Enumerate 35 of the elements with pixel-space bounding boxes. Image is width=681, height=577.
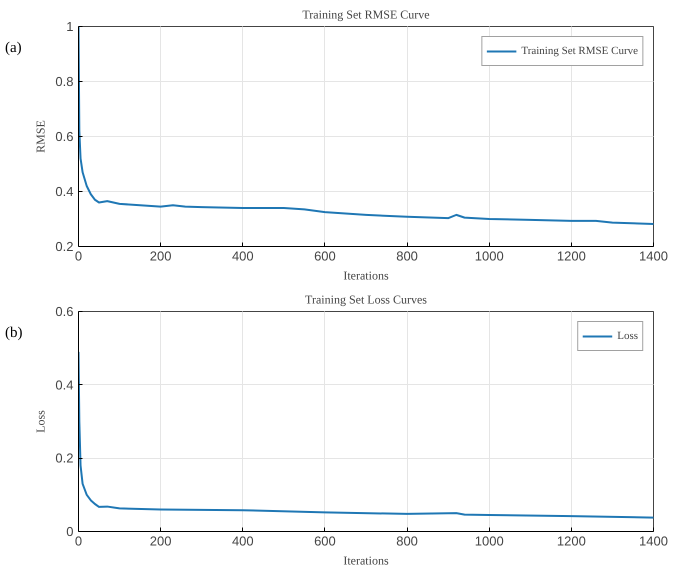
x-tick-label: 600 [314,248,336,264]
y-tick-label: 0.6 [55,304,74,319]
y-tick-label: 0 [66,524,74,539]
y-axis-title: RMSE [33,120,48,153]
x-tick-label: 800 [396,534,418,548]
x-tick-label: 400 [232,534,254,548]
x-tick-label: 1400 [639,248,668,264]
y-tick-label: 0.2 [55,450,74,466]
x-tick-label: 200 [150,534,172,548]
x-tick-label: 1200 [556,248,586,264]
x-tick-label: 1200 [556,534,586,548]
legend-label: Training Set RMSE Curve [521,45,638,57]
legend-label: Loss [617,330,638,342]
x-tick-label: 1000 [474,534,504,548]
chart-title: Training Set Loss Curves [305,292,428,306]
x-axis-title: Iterations [343,554,389,568]
x-tick-label: 200 [150,248,172,264]
y-axis-title: Loss [33,410,48,433]
x-tick-label: 1000 [474,248,504,264]
y-tick-label: 0.8 [55,74,74,89]
chart-title: Training Set RMSE Curve [302,8,430,22]
line-series [78,350,654,519]
line-series [78,26,654,225]
x-axis-title: Iterations [343,268,389,282]
x-tick-label: 400 [232,248,254,264]
x-tick-label: 800 [396,248,418,264]
y-tick-label: 0.4 [55,377,74,392]
y-tick-label: 0.6 [55,129,74,144]
x-tick-label: 1400 [639,534,668,548]
text: (b) [5,324,22,343]
y-tick-label: 0.4 [55,184,74,199]
x-tick-label: 600 [314,534,336,548]
y-tick-label: 0.2 [55,239,74,254]
text: (a) [5,39,22,58]
y-tick-label: 1 [66,19,74,34]
